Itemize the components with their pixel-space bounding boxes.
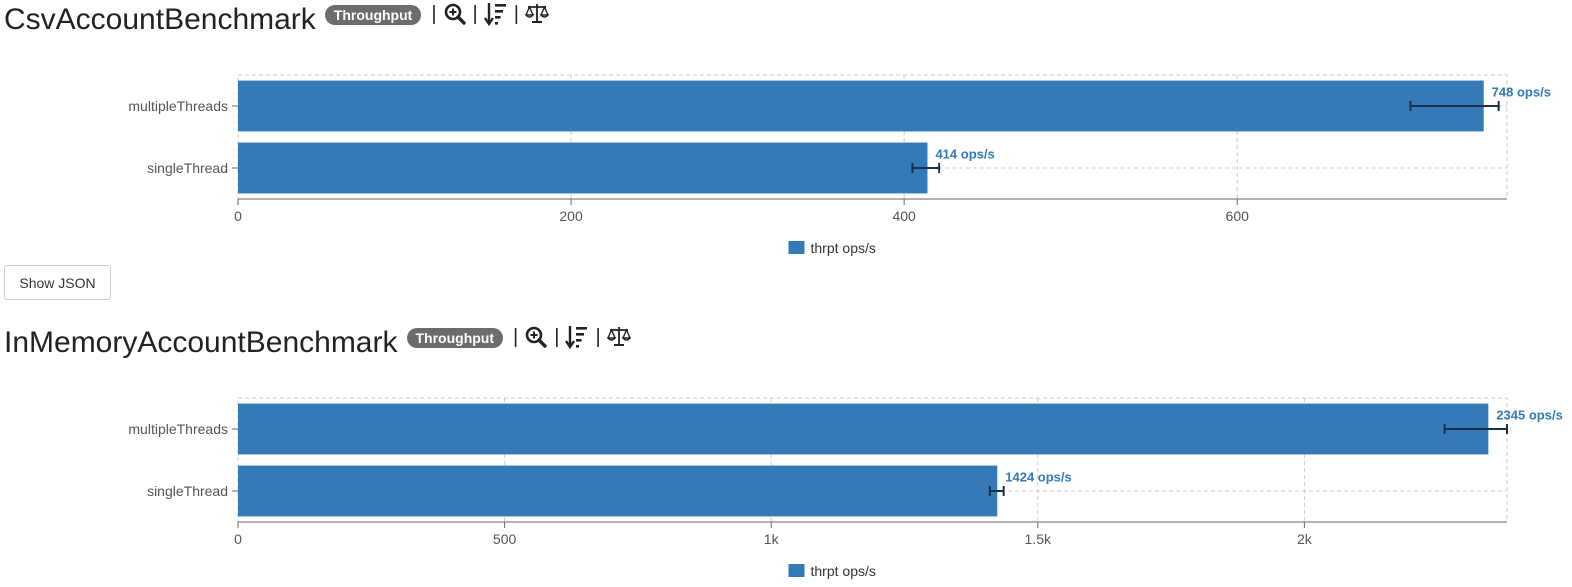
legend-swatch: [788, 564, 805, 577]
mode-badge: Throughput: [324, 5, 422, 25]
benchmark-header-csv: CsvAccountBenchmark Throughput | | |: [4, 0, 551, 40]
x-tick-label: 400: [892, 208, 916, 224]
separator: |: [595, 326, 601, 348]
zoom-icon[interactable]: [443, 1, 467, 27]
x-tick-label: 600: [1226, 208, 1250, 224]
data-label: 748 ops/s: [1492, 85, 1551, 100]
category-label: singleThread: [147, 483, 228, 499]
mode-badge: Throughput: [406, 328, 504, 348]
category-label: multipleThreads: [128, 98, 228, 114]
legend-label: thrpt ops/s: [811, 563, 876, 579]
throughput-chart-inmemory: 0 500 1k 1.5k 2k multipleThreads singleThread 2…: [128, 397, 1563, 579]
benchmark-title: InMemoryAccountBenchmark: [4, 326, 398, 359]
x-tick-label: 0: [234, 531, 242, 547]
bar: [238, 80, 1484, 132]
legend-swatch: [788, 241, 805, 254]
bar: [238, 142, 928, 194]
bar: [238, 403, 1489, 455]
throughput-chart-csv: 0 200 400 600 multipleThreads singleThread 748…: [128, 74, 1551, 256]
category-label: singleThread: [147, 160, 228, 176]
legend-label: thrpt ops/s: [811, 240, 876, 256]
zoom-icon[interactable]: [524, 324, 548, 350]
data-label: 1424 ops/s: [1005, 470, 1072, 485]
benchmark-title: CsvAccountBenchmark: [4, 3, 316, 36]
category-label: multipleThreads: [128, 421, 228, 437]
balance-icon[interactable]: [524, 1, 550, 27]
bar: [238, 465, 998, 517]
separator: |: [431, 3, 437, 25]
separator: |: [513, 3, 519, 25]
x-tick-label: 200: [559, 208, 583, 224]
show-json-button[interactable]: Show JSON: [4, 265, 111, 300]
plot-frame: [237, 397, 1508, 523]
x-tick-label: 1k: [764, 531, 780, 547]
sort-icon[interactable]: [483, 1, 508, 27]
x-tick-label: 2k: [1297, 531, 1313, 547]
x-tick-label: 500: [493, 531, 517, 547]
data-label: 2345 ops/s: [1496, 408, 1563, 423]
sort-icon[interactable]: [565, 324, 589, 350]
data-label: 414 ops/s: [935, 147, 994, 162]
x-tick-label: 0: [234, 208, 242, 224]
benchmark-header-inmemory: InMemoryAccountBenchmark Throughput | | …: [4, 323, 633, 363]
x-tick-label: 1.5k: [1025, 531, 1052, 547]
separator: |: [472, 3, 478, 25]
separator: |: [513, 326, 519, 348]
balance-icon[interactable]: [606, 324, 632, 350]
separator: |: [554, 326, 560, 348]
plot-frame: [237, 74, 1508, 200]
